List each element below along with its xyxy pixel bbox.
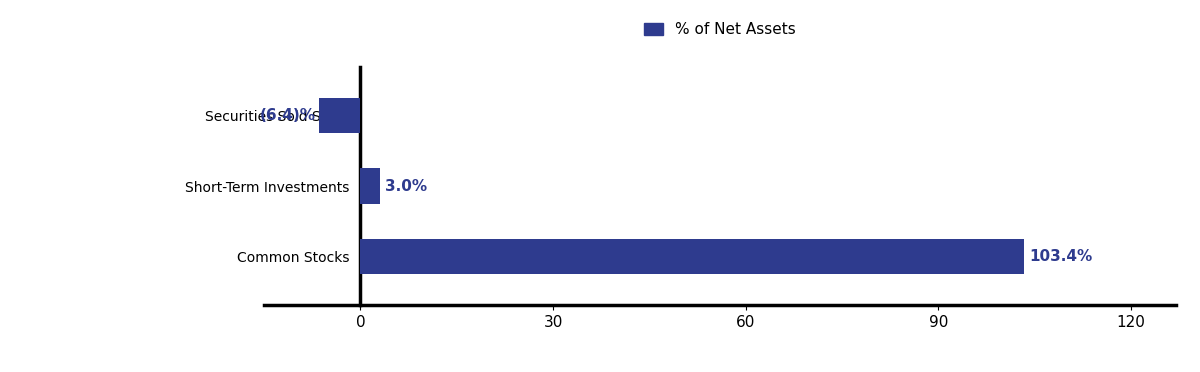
Bar — [360, 169, 379, 203]
Text: (6.4)%: (6.4)% — [260, 109, 316, 124]
Text: 3.0%: 3.0% — [385, 179, 427, 193]
Legend: % of Net Assets: % of Net Assets — [644, 22, 796, 37]
Bar — [319, 99, 360, 134]
Text: 103.4%: 103.4% — [1030, 248, 1093, 263]
Bar — [360, 238, 1025, 273]
